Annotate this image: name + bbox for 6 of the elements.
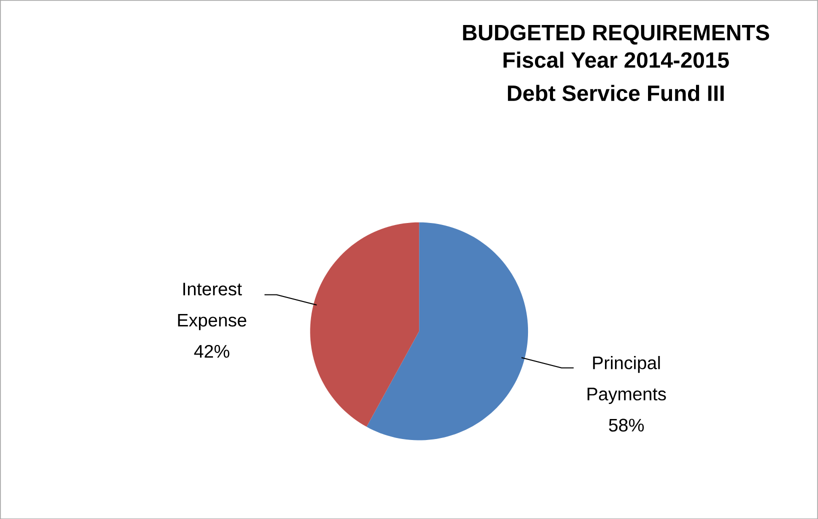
slice-label: Interest Expense (178, 282, 246, 330)
chart-subtitle: Fiscal Year 2014-2015 Debt Service Fund III (504, 51, 729, 101)
slice-label: Principal Payments (588, 356, 666, 404)
data-label: 58% (608, 418, 644, 432)
chart-title: BUDGETED REQUIREMENTS (463, 24, 770, 44)
data-label: 42% (194, 344, 230, 358)
